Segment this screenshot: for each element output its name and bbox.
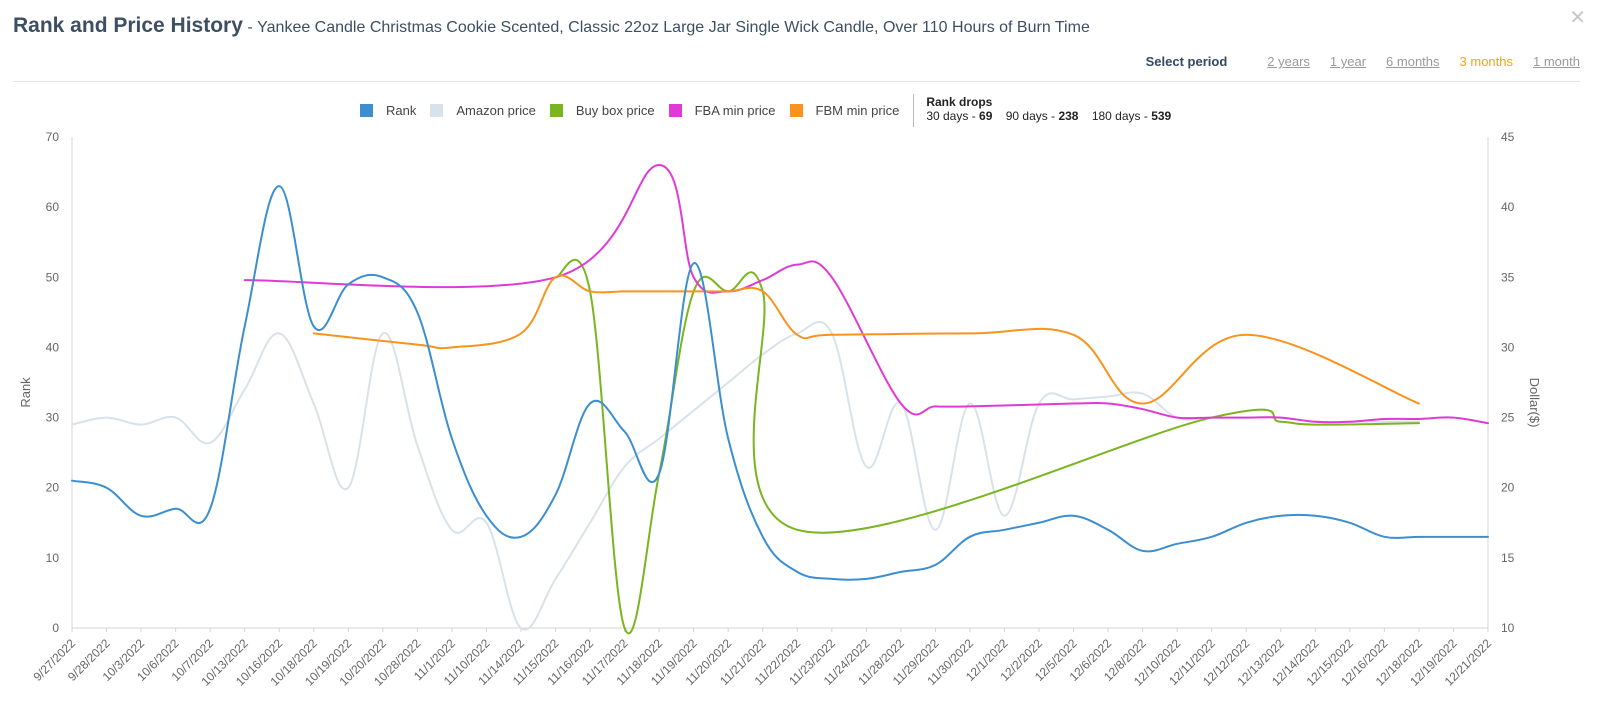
y-right-tick-label: 30 [1501,340,1515,354]
y-left-tick-label: 50 [46,270,60,284]
y-left-tick-label: 10 [46,551,60,565]
series-line-buy-box-price [554,258,1420,635]
legend-swatch [789,104,803,117]
y-right-tick-label: 25 [1501,411,1515,425]
y-right-tick-label: 35 [1501,270,1515,284]
legend-swatch [549,104,563,117]
y-left-tick-label: 0 [52,621,59,635]
period-label: Select period [1145,54,1228,69]
y-left-axis-label: Rank [18,377,33,408]
y-right-tick-label: 10 [1501,621,1515,635]
legend-item-fba-min-price[interactable]: FBA min price [668,103,776,118]
legend-label: Rank [386,103,417,118]
period-6-months[interactable]: 6 months [1386,54,1440,69]
y-right-tick-label: 40 [1501,200,1515,214]
product-title: Yankee Candle Christmas Cookie Scented, … [257,19,1090,36]
rank-drops-30-value: 69 [979,109,993,123]
y-right-tick-label: 20 [1501,481,1515,495]
title-separator: - [247,19,253,36]
series-line-rank [71,185,1489,581]
legend-item-rank[interactable]: Rank [360,103,416,118]
y-right-axis-label: Dollar($) [1527,378,1542,428]
series-line-amazon-price [71,320,1420,631]
legend-label: Buy box price [575,103,655,118]
period-selector: Select period 2 years 1 year 6 months 3 … [1146,54,1580,69]
y-left-tick-label: 20 [46,481,60,495]
legend-item-amazon-price[interactable]: Amazon price [430,103,536,118]
y-left-tick-label: 30 [46,411,60,425]
series-line-fba-min-price [243,164,1489,425]
y-right-tick-label: 15 [1501,551,1515,565]
legend-label: FBM min price [815,103,900,118]
rank-drops: Rank drops 30 days - 69 90 days - 238 18… [926,95,1171,123]
rank-drops-values: 30 days - 69 90 days - 238 180 days - 53… [926,109,1171,123]
chart-legend: Rank Amazon price Buy box price FBA min … [360,94,1171,128]
y-left-tick-label: 70 [46,130,60,144]
legend-label: FBA min price [694,103,776,118]
period-1-year[interactable]: 1 year [1329,54,1367,69]
series-line-fbm-min-price [312,274,1420,405]
rank-drops-180-value: 539 [1151,109,1172,123]
legend-swatch [668,104,682,117]
y-left-tick-label: 40 [46,340,60,354]
close-icon[interactable]: ✕ [1569,7,1586,29]
legend-swatch [360,104,373,117]
rank-drops-90-value: 238 [1058,109,1079,123]
rank-drops-30-label: 30 days - [926,109,976,123]
legend-item-buy-box-price[interactable]: Buy box price [549,103,655,118]
legend-item-fbm-min-price[interactable]: FBM min price [789,103,900,118]
page-title: Rank and Price History [13,14,243,37]
period-3-months[interactable]: 3 months [1459,54,1514,69]
period-2-years[interactable]: 2 years [1267,54,1310,69]
legend-divider [913,94,915,127]
header-divider [13,81,1580,82]
legend-label: Amazon price [456,103,536,118]
rank-drops-180-label: 180 days - [1091,109,1148,123]
rank-drops-90-label: 90 days - [1005,109,1056,123]
y-right-tick-label: 45 [1501,130,1515,144]
y-left-tick-label: 60 [46,200,60,214]
chart-header: Rank and Price History - Yankee Candle C… [13,14,1560,44]
period-1-month[interactable]: 1 month [1533,54,1580,69]
rank-drops-title: Rank drops [926,95,993,109]
legend-swatch [430,104,444,117]
